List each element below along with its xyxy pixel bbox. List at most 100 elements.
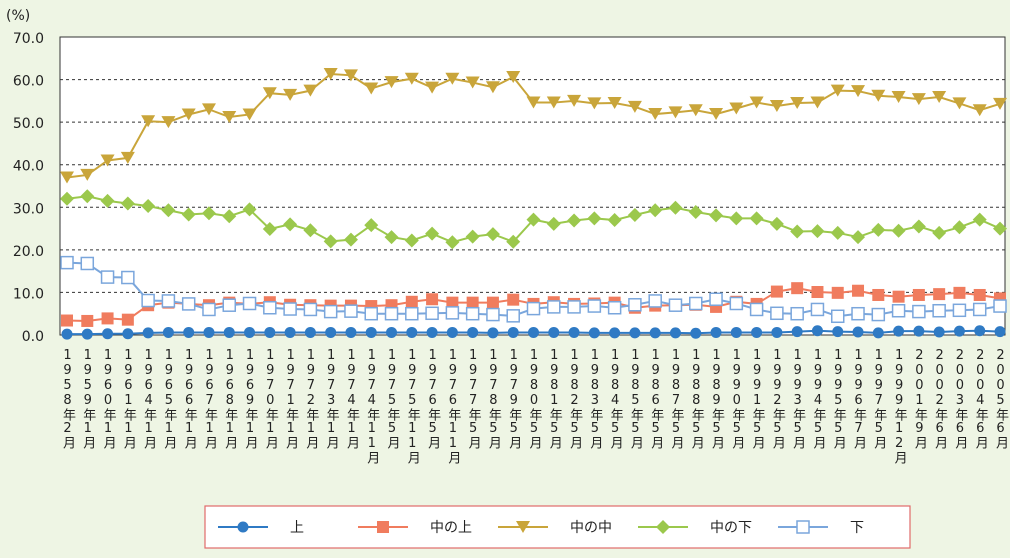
data-point <box>668 106 683 119</box>
data-point <box>932 225 947 240</box>
x-tick-label: 1961年1月 <box>120 348 136 449</box>
x-tick-label: 1972年1月 <box>303 348 319 449</box>
x-tick-label: 1997年5月 <box>871 348 887 449</box>
data-point <box>303 223 318 238</box>
data-point <box>526 96 541 109</box>
data-point <box>323 68 338 81</box>
data-point <box>264 326 276 338</box>
y-tick-label: 20.0 <box>13 244 44 260</box>
data-point <box>851 230 866 245</box>
data-point <box>830 225 845 240</box>
data-point <box>628 298 642 312</box>
data-point <box>729 211 744 226</box>
data-point <box>871 222 886 237</box>
data-point <box>851 85 866 98</box>
x-tick-label: 1966年1月 <box>181 348 197 449</box>
data-point <box>648 294 662 308</box>
x-tick-label: 1988年5月 <box>688 348 704 449</box>
data-point <box>891 303 906 318</box>
data-point <box>587 299 602 313</box>
x-tick-label: 1969年1月 <box>242 348 258 449</box>
data-point <box>953 325 965 337</box>
x-tick-label: 1986年5月 <box>648 348 664 449</box>
data-point <box>364 218 379 233</box>
data-point <box>486 296 499 309</box>
data-point <box>262 87 277 100</box>
data-point <box>181 207 196 222</box>
data-point <box>770 306 784 321</box>
data-point <box>507 326 519 338</box>
data-point <box>993 299 1007 313</box>
data-point <box>304 326 316 338</box>
data-point <box>871 307 886 322</box>
data-point <box>425 306 439 321</box>
data-point <box>709 208 724 223</box>
data-point <box>101 312 114 325</box>
data-point <box>526 301 541 316</box>
data-point <box>161 294 176 308</box>
data-point <box>141 115 156 128</box>
data-point <box>343 232 358 247</box>
data-point <box>791 326 803 338</box>
data-point <box>994 326 1006 338</box>
y-tick-label: 40.0 <box>13 159 44 175</box>
data-point <box>790 96 805 109</box>
legend-label: 中の上 <box>430 520 472 536</box>
y-tick-label: 50.0 <box>13 116 44 132</box>
data-point <box>445 306 460 320</box>
data-point <box>425 81 440 94</box>
plot-area <box>59 36 1006 336</box>
data-point <box>932 91 947 104</box>
data-point <box>181 297 196 311</box>
data-point <box>811 325 823 337</box>
data-point <box>61 314 73 327</box>
data-point <box>952 220 967 235</box>
data-point <box>100 193 115 208</box>
data-point <box>769 99 784 112</box>
data-point <box>102 328 114 340</box>
data-point <box>972 104 987 117</box>
data-point <box>609 327 621 339</box>
data-point <box>669 327 681 339</box>
data-point <box>688 104 703 117</box>
data-point <box>629 327 641 339</box>
x-tick-label: 1984年5月 <box>607 348 623 449</box>
legend-marker <box>656 520 670 534</box>
legend-label: 中の中 <box>570 520 612 536</box>
data-point <box>871 89 886 102</box>
data-point <box>771 326 783 338</box>
data-point <box>283 302 297 316</box>
data-point <box>284 326 296 338</box>
x-tick-label: 1970年1月 <box>262 348 278 449</box>
data-point <box>770 285 783 298</box>
data-point <box>548 326 560 338</box>
data-point <box>993 97 1007 110</box>
data-point <box>445 235 460 250</box>
y-tick-label: 30.0 <box>13 201 44 217</box>
y-tick-label: 10.0 <box>13 286 44 302</box>
data-point <box>404 72 419 85</box>
data-point <box>811 286 824 299</box>
data-point <box>303 302 318 317</box>
data-point <box>688 204 703 219</box>
data-point <box>790 224 805 239</box>
data-point <box>81 328 93 340</box>
data-point <box>648 108 663 121</box>
data-point <box>852 284 865 297</box>
x-tick-label: 1983年5月 <box>587 348 603 449</box>
x-tick-label: 1987年5月 <box>668 348 684 449</box>
data-point <box>872 327 884 339</box>
data-point <box>912 288 925 301</box>
data-point <box>222 298 237 312</box>
x-tick-label: 1991年5月 <box>749 348 765 449</box>
data-point <box>912 304 926 319</box>
data-point <box>487 327 499 339</box>
data-point <box>932 303 946 318</box>
x-tick-label: 1990年5月 <box>729 348 745 449</box>
data-point <box>627 207 642 222</box>
data-point <box>668 298 683 312</box>
data-point <box>893 325 905 337</box>
data-point <box>751 326 763 338</box>
data-point <box>649 327 661 339</box>
x-tick-label: 1982年5月 <box>567 348 583 449</box>
